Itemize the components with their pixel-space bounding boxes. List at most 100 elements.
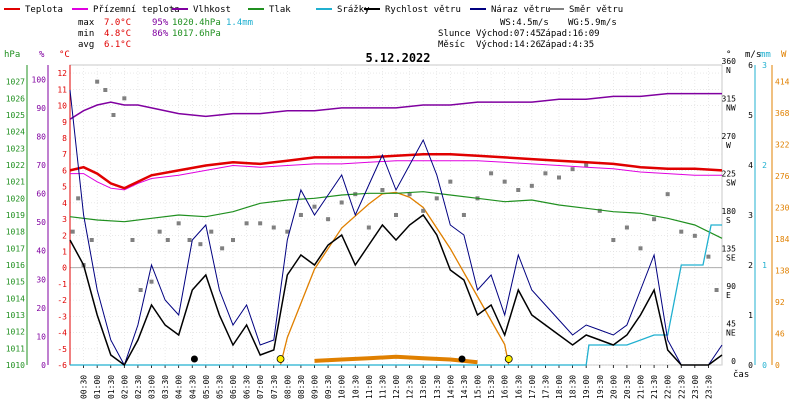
wind-gust-stat: WG:5.9m/s	[568, 18, 617, 28]
time-label-20: 10:30	[351, 375, 360, 399]
markers-layer	[190, 355, 513, 363]
legend-label-6: Náraz větru	[491, 5, 551, 15]
wind-direction-point-8	[130, 238, 135, 242]
wind-direction-point-17	[220, 246, 225, 251]
time-label-26: 13:30	[433, 375, 442, 399]
time-label-30: 15:30	[487, 375, 496, 399]
direction-tick-7: 315	[722, 95, 737, 104]
sun-set: Západ:16:09	[540, 29, 600, 39]
unit-ms: m/s	[745, 50, 761, 60]
stat-avg-temp: 6.1°C	[104, 40, 131, 50]
time-label-2: 01:30	[107, 375, 116, 399]
watts-tick-8: 368	[775, 109, 790, 118]
time-label-9: 05:00	[202, 375, 211, 399]
wind-direction-point-47	[624, 225, 629, 230]
time-label-35: 18:00	[555, 375, 564, 399]
stats-block: max 7.0°C 95% 1020.4hPa 1.4mm min 4.8°C …	[78, 18, 617, 50]
wind-direction-point-26	[339, 200, 344, 205]
wind-direction-point-51	[679, 229, 684, 234]
percent-tick-9: 90	[36, 104, 46, 113]
direction-name-7: NW	[726, 104, 736, 113]
percent-tick-6: 60	[36, 190, 46, 199]
series-ground-temperature	[70, 160, 722, 191]
hpa-tick-12: 1022	[6, 161, 25, 170]
hpa-tick-16: 1026	[6, 94, 25, 103]
series-rain	[70, 224, 722, 366]
wind-direction-point-32	[421, 208, 426, 213]
time-label-3: 02:00	[120, 375, 129, 399]
stat-avg-label: avg	[78, 40, 94, 50]
percent-tick-10: 100	[32, 75, 47, 84]
celsius-tick-4: -2	[57, 296, 67, 305]
direction-name-5: SW	[726, 179, 736, 188]
time-label-24: 12:30	[406, 375, 415, 399]
stat-min-humidity: 86%	[152, 29, 169, 39]
time-label-15: 08:00	[283, 375, 292, 399]
time-label-17: 09:00	[311, 375, 320, 399]
direction-tick-6: 270	[722, 132, 737, 141]
time-label-11: 06:00	[229, 375, 238, 399]
direction-name-3: SE	[726, 254, 736, 263]
celsius-tick-5: -1	[57, 280, 67, 289]
percent-tick-3: 30	[36, 275, 46, 284]
stat-max-rain: 1.4mm	[226, 18, 253, 28]
watts-tick-3: 138	[775, 266, 790, 275]
time-label-14: 07:30	[270, 375, 279, 399]
time-label-12: 06:30	[243, 375, 252, 399]
ms-tick-6: 6	[748, 61, 753, 70]
time-label-19: 10:00	[338, 375, 347, 399]
unit-watts: W	[781, 50, 787, 60]
time-axis: 00:30 01:00 01:30 02:00 02:30 03:00 03:30 04:00…	[80, 365, 713, 399]
celsius-tick-2: -4	[57, 329, 67, 338]
wind-direction-point-39	[516, 188, 521, 192]
wind-direction-point-37	[489, 171, 494, 176]
celsius-tick-11: 5	[62, 183, 67, 192]
wind-direction-point-25	[326, 217, 331, 222]
series-wind-speed	[69, 213, 723, 367]
time-label-28: 14:30	[460, 375, 469, 399]
wind-direction-point-48	[638, 246, 643, 251]
sunset-marker	[504, 355, 513, 363]
percent-tick-1: 10	[36, 332, 46, 341]
legend: Teplota Přízemní teplota Vlhkost Tlak Srážky…	[4, 5, 623, 15]
wind-direction-point-3	[89, 238, 94, 242]
series-solar-radiation	[279, 191, 510, 366]
stat-min-label: min	[78, 29, 94, 39]
time-label-5: 03:00	[148, 375, 157, 399]
time-label-41: 21:00	[637, 375, 646, 399]
direction-tick-0: 0	[731, 357, 736, 366]
direction-name-2: E	[726, 291, 731, 300]
time-label-8: 04:30	[188, 375, 197, 399]
wind-direction-point-40	[529, 183, 534, 188]
hpa-tick-9: 1019	[6, 211, 25, 220]
ms-tick-4: 4	[748, 161, 753, 170]
legend-label-3: Tlak	[269, 5, 291, 15]
chart-title: 5.12.2022	[365, 51, 430, 65]
time-label-36: 18:30	[569, 375, 578, 399]
wind-direction-point-35	[461, 213, 466, 217]
time-label-16: 08:30	[297, 375, 306, 399]
wind-direction-point-16	[209, 229, 214, 234]
celsius-tick-13: 7	[62, 150, 67, 159]
wind-direction-point-21	[271, 225, 276, 230]
hpa-tick-10: 1020	[6, 194, 25, 203]
wind-direction-point-7	[122, 96, 127, 101]
hpa-tick-5: 1015	[6, 278, 25, 287]
mm-tick-3: 3	[762, 61, 767, 70]
watts-tick-5: 230	[775, 203, 790, 212]
celsius-tick-15: 9	[62, 118, 67, 127]
time-label-44: 22:30	[677, 375, 686, 399]
wind-direction-point-19	[244, 221, 249, 226]
time-label-25: 13:00	[419, 375, 428, 399]
direction-tick-3: 135	[722, 245, 737, 254]
percent-tick-8: 80	[36, 132, 46, 141]
ms-tick-2: 2	[748, 261, 753, 270]
wind-direction-point-54	[714, 288, 719, 292]
celsius-tick-10: 4	[62, 199, 67, 208]
celsius-tick-3: -3	[57, 312, 67, 321]
hpa-tick-4: 1014	[6, 294, 25, 303]
wind-direction-point-29	[380, 188, 385, 192]
wind-direction-point-52	[692, 233, 697, 238]
hpa-tick-14: 1024	[6, 128, 25, 137]
